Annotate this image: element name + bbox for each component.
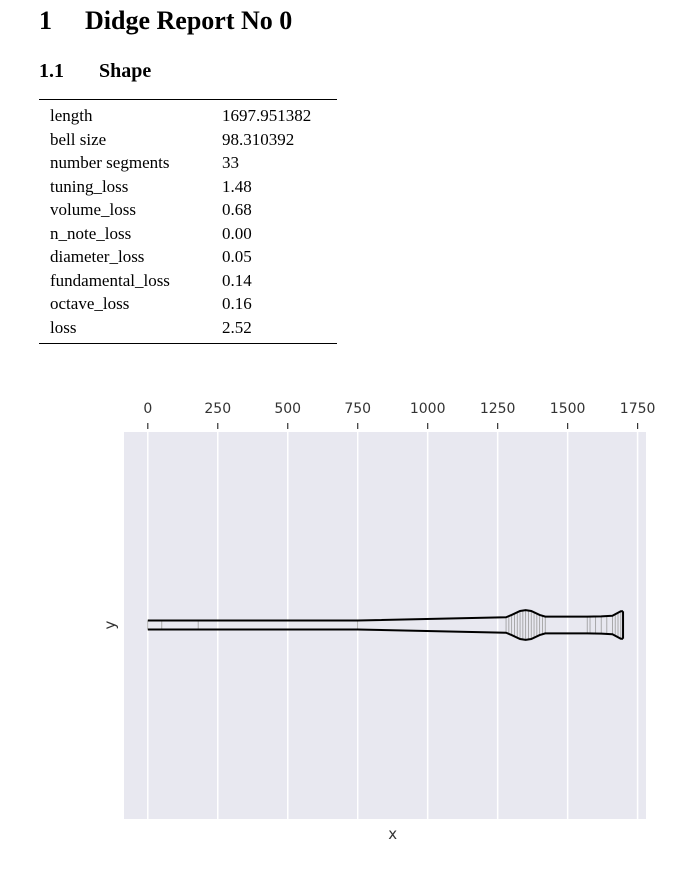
row-value: 2.52: [222, 317, 252, 337]
section-number: 1: [39, 6, 52, 35]
row-key: fundamental_loss: [50, 270, 170, 290]
profile-top-line: [147, 609, 624, 622]
x-tick-label: 250: [204, 401, 231, 417]
row-key: diameter_loss: [50, 247, 145, 266]
y-axis-label: y: [101, 620, 119, 629]
row-key: loss: [50, 317, 77, 337]
subsection-number: 1.1: [39, 60, 64, 82]
row-key: tuning_loss: [50, 176, 129, 196]
table-row: length 1697.951382: [39, 100, 337, 128]
row-key: volume_loss: [50, 200, 136, 219]
table-row: diameter_loss 0.05: [39, 245, 337, 269]
table-row: tuning_loss 1.48: [39, 175, 337, 199]
plot-background: [124, 432, 646, 819]
table-row: fundamental_loss 0.14: [39, 269, 337, 293]
x-tick-label: 500: [274, 401, 301, 417]
subsection-heading: Shape: [99, 60, 152, 82]
row-key: bell size: [50, 129, 107, 149]
row-value: 0.16: [222, 294, 252, 313]
row-key: length: [50, 106, 93, 125]
table-row: octave_loss 0.16: [39, 292, 337, 316]
x-tick-label: 1500: [550, 401, 586, 417]
section-heading: Didge Report No 0: [85, 6, 293, 35]
x-tick-label: 1750: [620, 401, 656, 417]
section-title: 1 Didge Report No 0: [39, 6, 292, 36]
table-row: loss 2.52: [39, 316, 337, 344]
row-value: 33: [222, 153, 239, 172]
table-row: number segments 33: [39, 151, 337, 175]
profile-bottom-line: [147, 628, 624, 641]
table-row: volume_loss 0.68: [39, 198, 337, 222]
row-value: 1697.951382: [222, 106, 312, 125]
x-axis-label: x: [388, 825, 397, 843]
subsection-title: 1.1 Shape: [39, 60, 151, 83]
row-value: 0.68: [222, 200, 252, 219]
x-tick-label: 0: [143, 401, 152, 417]
row-key: number segments: [50, 153, 170, 172]
table-row: bell size 98.310392: [39, 128, 337, 152]
x-tick-label: 1000: [410, 401, 446, 417]
row-value: 0.00: [222, 223, 252, 243]
x-tick-label: 750: [344, 401, 371, 417]
row-value: 1.48: [222, 176, 252, 196]
x-tick-label: 1250: [480, 401, 516, 417]
table-row: n_note_loss 0.00: [39, 222, 337, 246]
row-key: octave_loss: [50, 294, 130, 313]
shape-table: length 1697.951382 bell size 98.310392 numbe…: [39, 99, 337, 344]
row-value: 0.05: [222, 247, 252, 266]
row-key: n_note_loss: [50, 223, 132, 243]
row-value: 0.14: [222, 270, 252, 290]
row-value: 98.310392: [222, 129, 295, 149]
